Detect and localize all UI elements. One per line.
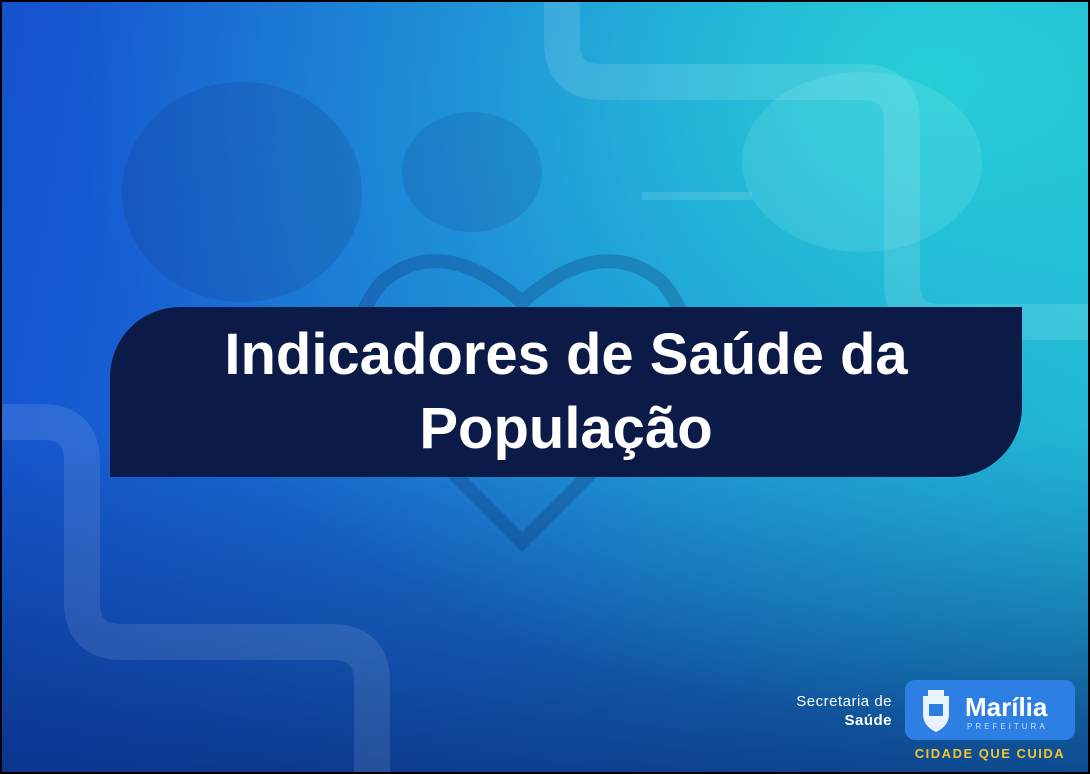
- crest-icon: [911, 680, 961, 740]
- department-line: Secretaria de: [796, 692, 892, 711]
- city-name: Marília: [965, 692, 1047, 723]
- department: Secretaria de Saúde: [796, 692, 892, 730]
- slide-title: Indicadores de Saúde da População: [176, 318, 956, 466]
- city-logo: Marília PREFEITURA: [905, 680, 1075, 740]
- slogan: CIDADE QUE CUIDA: [905, 746, 1075, 761]
- title-banner: Indicadores de Saúde da População: [110, 307, 1022, 477]
- city-subtitle: PREFEITURA: [967, 722, 1048, 731]
- slide: Indicadores de Saúde da População Secret…: [0, 0, 1090, 774]
- department-name: Saúde: [844, 712, 892, 729]
